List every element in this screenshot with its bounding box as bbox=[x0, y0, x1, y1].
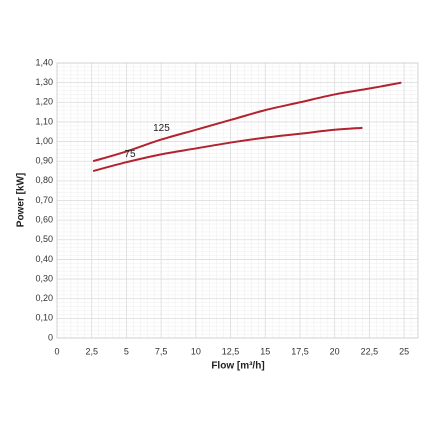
series-line bbox=[92, 81, 402, 163]
series-label: 125 bbox=[153, 123, 170, 134]
y-tick-label: 1,10 bbox=[35, 116, 53, 126]
y-tick-label: 1,20 bbox=[35, 97, 53, 107]
y-tick-label: 0,30 bbox=[35, 273, 53, 283]
x-tick-label: 25 bbox=[399, 346, 409, 356]
x-tick-label: 10 bbox=[191, 346, 201, 356]
y-tick-label: 0,10 bbox=[35, 313, 53, 323]
plot-frame bbox=[56, 62, 419, 339]
x-tick-label: 22,5 bbox=[361, 346, 379, 356]
x-tick-label: 12,5 bbox=[222, 346, 240, 356]
y-tick-label: 0,20 bbox=[35, 293, 53, 303]
y-tick-label: 1,00 bbox=[35, 136, 53, 146]
y-tick-label: 0,70 bbox=[35, 195, 53, 205]
x-axis-title: Flow [m³/h] bbox=[211, 361, 264, 372]
x-tick-label: 0 bbox=[54, 346, 59, 356]
y-tick-label: 0,90 bbox=[35, 156, 53, 166]
y-tick-label: 0 bbox=[48, 332, 53, 342]
y-tick-label: 0,60 bbox=[35, 215, 53, 225]
x-tick-label: 15 bbox=[260, 346, 270, 356]
x-tick-label: 20 bbox=[330, 346, 340, 356]
x-tick-label: 2,5 bbox=[85, 346, 98, 356]
y-tick-label: 1,40 bbox=[35, 57, 53, 67]
x-tick-label: 17,5 bbox=[291, 346, 309, 356]
y-axis-title: Power [kW] bbox=[16, 173, 27, 227]
x-tick-label: 5 bbox=[124, 346, 129, 356]
y-tick-label: 0,50 bbox=[35, 234, 53, 244]
y-tick-label: 0,40 bbox=[35, 254, 53, 264]
series-line bbox=[92, 126, 363, 173]
x-tick-label: 7,5 bbox=[155, 346, 168, 356]
series-label: 75 bbox=[124, 149, 136, 160]
y-tick-label: 0,80 bbox=[35, 175, 53, 185]
y-tick-label: 1,30 bbox=[35, 77, 53, 87]
